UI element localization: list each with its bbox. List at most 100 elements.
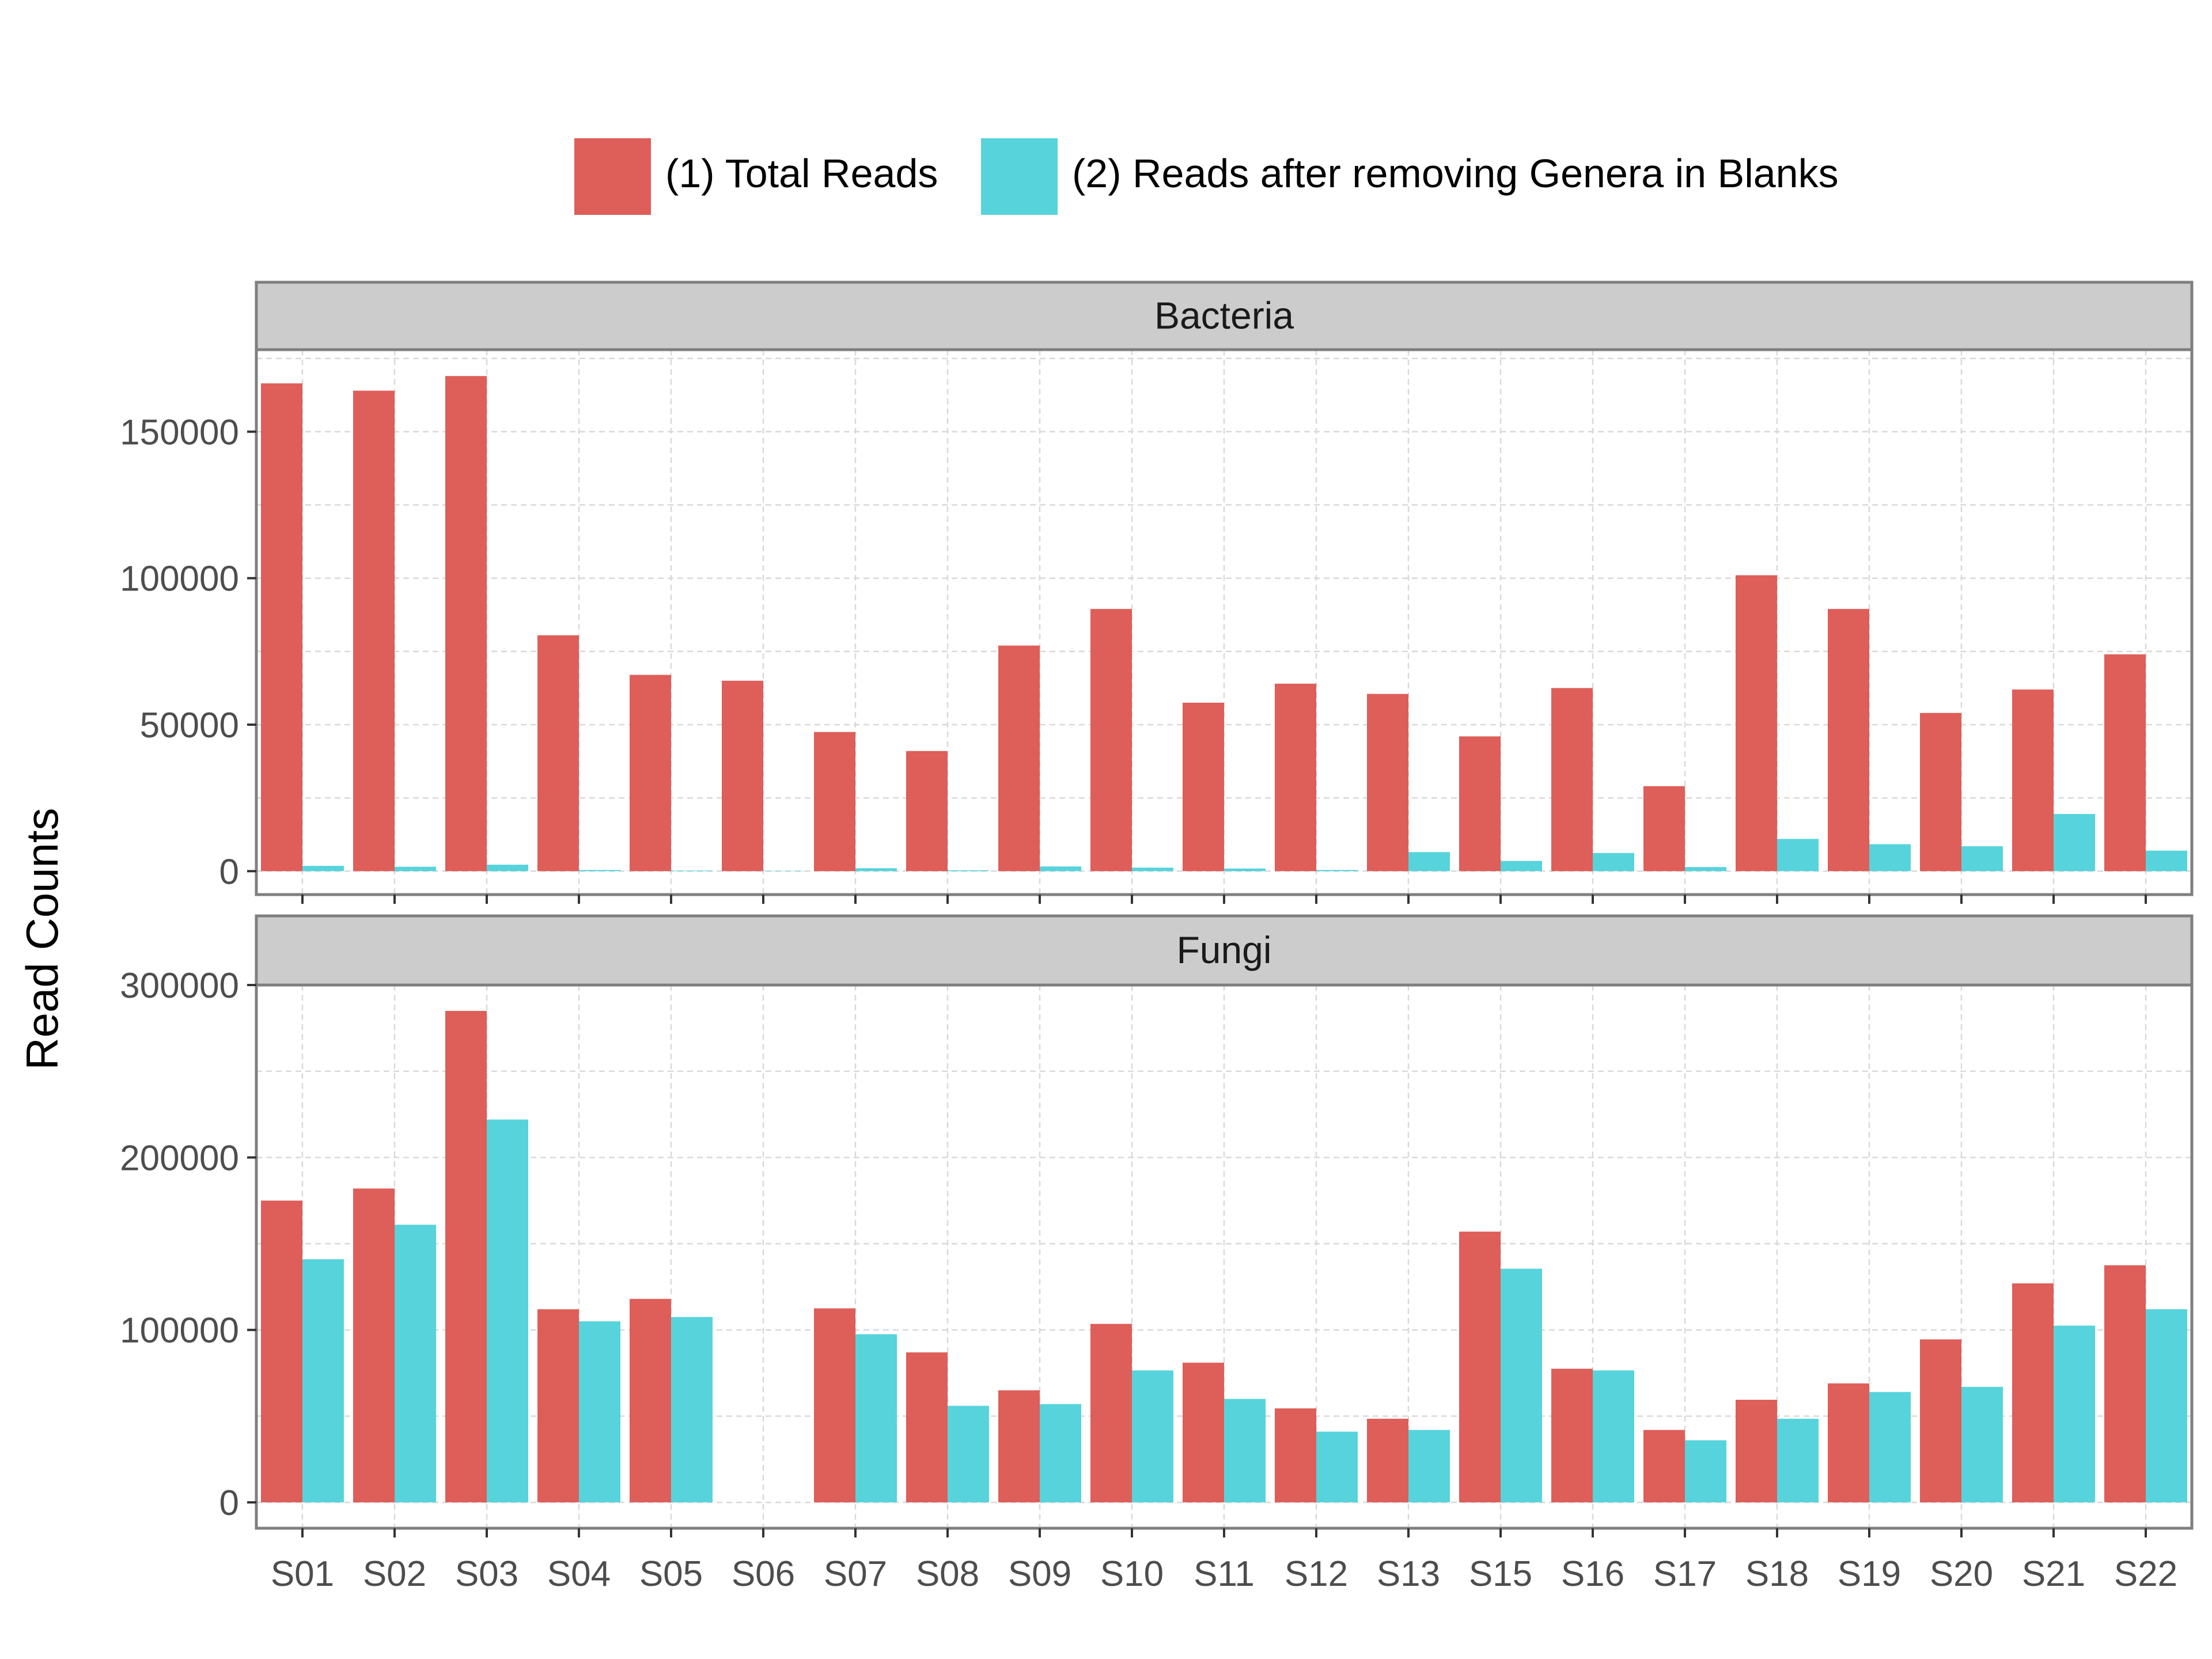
bar-fungi-s17-series-2 — [1685, 1440, 1726, 1503]
bar-fungi-s01-series-1 — [261, 1200, 302, 1503]
bar-bacteria-s08-series-1 — [906, 751, 948, 872]
bar-bacteria-s05-series-2 — [671, 870, 713, 872]
bar-fungi-s04-series-1 — [537, 1309, 579, 1503]
bar-bacteria-s11-series-1 — [1183, 702, 1224, 872]
bar-bacteria-s22-series-2 — [2146, 850, 2187, 872]
x-tick-label-s05: S05 — [639, 1554, 703, 1594]
bar-fungi-s16-series-2 — [1593, 1370, 1634, 1503]
bar-bacteria-s10-series-2 — [1132, 868, 1173, 872]
bar-fungi-s03-series-1 — [445, 1010, 487, 1503]
panel-bacteria: Bacteria 0 50000 100000 150000 — [120, 281, 2194, 904]
bar-fungi-s10-series-1 — [1090, 1324, 1132, 1503]
facet-strip — [255, 914, 2194, 987]
x-tick-label-s18: S18 — [1745, 1554, 1809, 1594]
x-tick-label-s02: S02 — [363, 1554, 426, 1594]
bar-bacteria-s03-series-1 — [445, 376, 487, 872]
bar-bacteria-s12-series-1 — [1275, 683, 1316, 872]
bar-fungi-s18-series-1 — [1736, 1399, 1777, 1503]
x-tick-label-s17: S17 — [1653, 1554, 1717, 1594]
bar-bacteria-s01-series-2 — [302, 866, 344, 872]
bar-fungi-s17-series-1 — [1643, 1430, 1685, 1503]
x-tick-label-s11: S11 — [1194, 1554, 1255, 1594]
bar-bacteria-s09-series-2 — [1040, 866, 1081, 872]
bar-fungi-s04-series-2 — [579, 1321, 620, 1503]
bar-bacteria-s09-series-1 — [998, 645, 1040, 872]
bar-bacteria-s13-series-2 — [1408, 852, 1450, 872]
bar-bacteria-s11-series-2 — [1224, 868, 1266, 872]
bar-fungi-s12-series-1 — [1275, 1408, 1316, 1503]
bar-bacteria-s18-series-2 — [1777, 839, 1819, 872]
bar-bacteria-s20-series-2 — [1961, 846, 2003, 872]
x-tick-label-s16: S16 — [1561, 1554, 1624, 1594]
x-tick-label-s01: S01 — [271, 1554, 334, 1594]
bar-bacteria-s05-series-1 — [630, 675, 671, 872]
x-tick-label-s13: S13 — [1377, 1554, 1440, 1594]
bar-fungi-s10-series-2 — [1132, 1370, 1173, 1503]
bar-bacteria-s12-series-2 — [1316, 870, 1358, 872]
facet-strip — [255, 281, 2194, 351]
bar-bacteria-s22-series-1 — [2104, 654, 2146, 872]
bar-fungi-s21-series-1 — [2012, 1283, 2054, 1503]
facet-title: Bacteria — [1154, 294, 1294, 337]
bar-bacteria-s19-series-2 — [1869, 844, 1911, 872]
x-axis: S01 S02 S03 S04 S05 S06 S07 S08 S09 S10 S11 S12 S13 S… — [271, 1554, 2177, 1594]
bar-bacteria-s03-series-2 — [487, 865, 528, 872]
bar-fungi-s19-series-1 — [1828, 1383, 1869, 1503]
bar-bacteria-s10-series-1 — [1090, 609, 1132, 872]
bar-fungi-s11-series-1 — [1183, 1362, 1224, 1503]
y-tick-label: 100000 — [120, 1311, 239, 1351]
bar-bacteria-s15-series-1 — [1459, 736, 1501, 872]
x-tick-label-s07: S07 — [824, 1554, 887, 1594]
bar-fungi-s11-series-2 — [1224, 1399, 1266, 1503]
bar-fungi-s01-series-2 — [302, 1259, 344, 1503]
x-tick-label-s19: S19 — [1838, 1554, 1901, 1594]
bar-fungi-s02-series-1 — [353, 1188, 395, 1503]
bar-bacteria-s07-series-2 — [855, 868, 897, 872]
bar-fungi-s18-series-2 — [1777, 1418, 1819, 1503]
x-tick-label-s06: S06 — [732, 1554, 795, 1594]
bar-fungi-s20-series-1 — [1920, 1339, 1961, 1503]
bar-fungi-s08-series-1 — [906, 1352, 948, 1503]
bar-bacteria-s06-series-2 — [763, 870, 805, 872]
bar-fungi-s20-series-2 — [1961, 1387, 2003, 1503]
bar-fungi-s08-series-2 — [948, 1406, 989, 1503]
bar-bacteria-s19-series-1 — [1828, 609, 1869, 872]
legend-label-2: (2) Reads after removing Genera in Blank… — [1072, 151, 1839, 196]
x-tick-label-s04: S04 — [547, 1554, 611, 1594]
bar-bacteria-s04-series-1 — [537, 635, 579, 872]
legend-swatch-2 — [981, 138, 1058, 215]
x-tick-label-s09: S09 — [1008, 1554, 1071, 1594]
legend-label-1: (1) Total Reads — [665, 151, 938, 196]
bar-fungi-s05-series-2 — [671, 1317, 713, 1503]
bar-bacteria-s17-series-2 — [1685, 867, 1726, 872]
y-tick-label: 300000 — [120, 966, 239, 1006]
x-tick-label-s12: S12 — [1285, 1554, 1348, 1594]
bar-fungi-s22-series-1 — [2104, 1265, 2146, 1503]
x-tick-label-s03: S03 — [455, 1554, 518, 1594]
x-tick-label-s15: S15 — [1469, 1554, 1532, 1594]
bar-bacteria-s13-series-1 — [1367, 694, 1408, 872]
panels: Bacteria 0 50000 100000 150000 Fungi 0 100000 20… — [120, 281, 2194, 1537]
bar-bacteria-s04-series-2 — [579, 870, 620, 872]
bar-bacteria-s07-series-1 — [814, 732, 855, 872]
bar-fungi-s05-series-1 — [630, 1298, 671, 1503]
bar-fungi-s15-series-1 — [1459, 1232, 1501, 1503]
bar-fungi-s22-series-2 — [2146, 1309, 2187, 1503]
bar-bacteria-s21-series-2 — [2054, 814, 2095, 872]
x-tick-label-s10: S10 — [1100, 1554, 1164, 1594]
x-tick-label-s21: S21 — [2022, 1554, 2085, 1594]
bar-fungi-s07-series-2 — [855, 1334, 897, 1503]
bar-bacteria-s02-series-2 — [395, 866, 436, 872]
bar-bacteria-s16-series-1 — [1551, 688, 1593, 872]
bar-bacteria-s17-series-1 — [1643, 786, 1685, 872]
bar-fungi-s21-series-2 — [2054, 1325, 2095, 1503]
x-tick-label-s08: S08 — [916, 1554, 979, 1594]
bar-fungi-s02-series-2 — [395, 1225, 436, 1503]
y-tick-label: 200000 — [120, 1138, 239, 1178]
y-tick-label: 0 — [219, 1483, 239, 1523]
bar-fungi-s15-series-2 — [1501, 1268, 1542, 1503]
y-tick-label: 150000 — [120, 412, 239, 452]
bar-bacteria-s08-series-2 — [948, 870, 989, 872]
y-tick-label: 50000 — [140, 706, 239, 745]
y-tick-label: 100000 — [120, 559, 239, 599]
